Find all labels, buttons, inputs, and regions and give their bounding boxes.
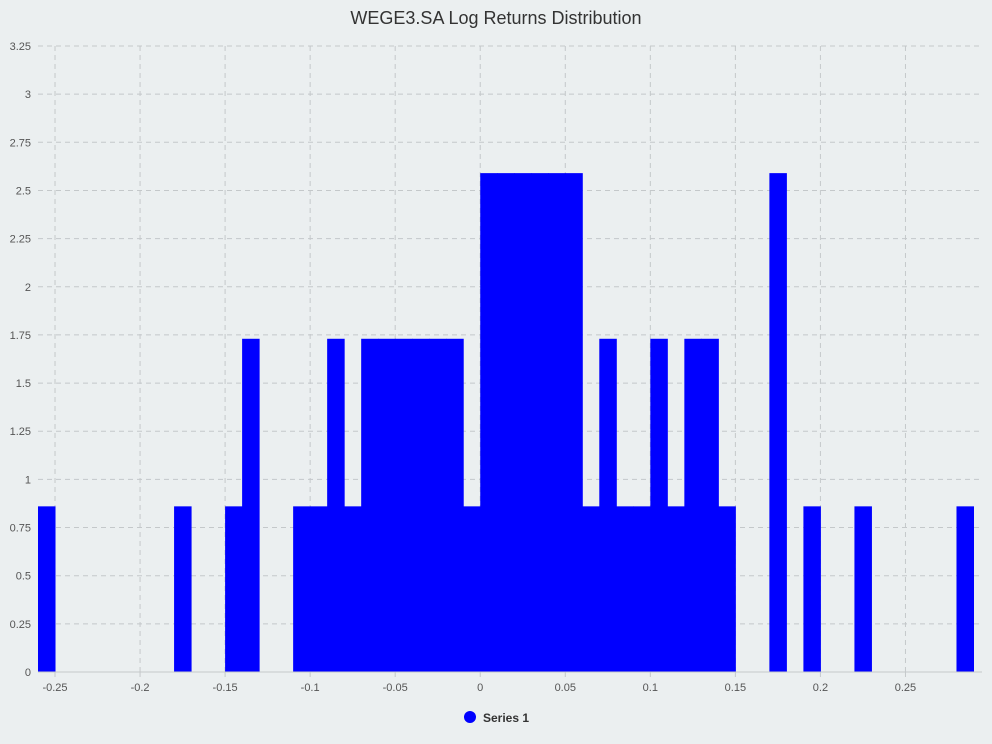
x-tick-label: -0.2	[131, 682, 150, 694]
histogram-bar[interactable]	[293, 506, 311, 672]
x-tick-label: -0.25	[42, 682, 67, 694]
histogram-bar[interactable]	[854, 506, 872, 672]
y-tick-label: 2.5	[16, 185, 31, 197]
histogram-bar[interactable]	[718, 506, 736, 672]
histogram-bar[interactable]	[344, 506, 362, 672]
histogram-bar[interactable]	[514, 173, 532, 672]
y-tick-label: 1.25	[10, 426, 31, 438]
x-tick-label: 0	[477, 682, 483, 694]
axes: 0 0.25 0.5 0.75 1 1.25 1.5 1.75 2 2.25 2.5 2.75 3 3.2…	[10, 41, 982, 694]
histogram-bar[interactable]	[242, 338, 260, 672]
y-tick-label: 2.75	[10, 137, 31, 149]
legend[interactable]: Series 1	[464, 711, 529, 725]
y-tick-label: 0.75	[10, 523, 31, 535]
legend-marker-icon[interactable]	[464, 711, 476, 723]
y-tick-label: 3	[25, 89, 31, 101]
legend-label[interactable]: Series 1	[483, 711, 529, 725]
y-tick-label: 2	[25, 282, 31, 294]
x-tick-label: 0.25	[895, 682, 916, 694]
x-tick-label: 0.15	[725, 682, 746, 694]
y-tick-label: 1.75	[10, 330, 31, 342]
histogram-bar[interactable]	[310, 506, 328, 672]
y-tick-label: 2.25	[10, 234, 31, 246]
histogram-bar[interactable]	[361, 338, 379, 672]
histogram-bar[interactable]	[429, 338, 447, 672]
histogram-bar[interactable]	[633, 506, 651, 672]
y-tick-label: 1.5	[16, 378, 31, 390]
x-tick-label: 0.05	[555, 682, 576, 694]
histogram-bar[interactable]	[701, 338, 719, 672]
histogram-bar[interactable]	[174, 506, 192, 672]
histogram-bar[interactable]	[803, 506, 821, 672]
histogram-bar[interactable]	[650, 338, 668, 672]
histogram-bar[interactable]	[616, 506, 634, 672]
x-tick-label: 0.1	[643, 682, 658, 694]
histogram-bar[interactable]	[412, 338, 430, 672]
histogram-bar[interactable]	[582, 506, 600, 672]
histogram-bar[interactable]	[565, 173, 583, 672]
histogram-bar[interactable]	[548, 173, 566, 672]
histogram-bar[interactable]	[667, 506, 685, 672]
histogram-bar[interactable]	[497, 173, 515, 672]
y-tick-label: 0	[25, 667, 31, 679]
histogram-bar[interactable]	[38, 506, 56, 672]
y-tick-label: 0.5	[16, 571, 31, 583]
histogram-bar[interactable]	[378, 338, 396, 672]
histogram-bar[interactable]	[956, 506, 974, 672]
x-tick-label: -0.05	[383, 682, 408, 694]
x-tick-label: -0.15	[213, 682, 238, 694]
histogram-bar[interactable]	[225, 506, 243, 672]
y-tick-label: 3.25	[10, 41, 31, 53]
x-tick-label: -0.1	[301, 682, 320, 694]
y-tick-label: 0.25	[10, 619, 31, 631]
histogram-bar[interactable]	[327, 338, 345, 672]
histogram-bar[interactable]	[599, 338, 617, 672]
chart-title: WEGE3.SA Log Returns Distribution	[350, 8, 641, 28]
histogram-bar[interactable]	[480, 173, 498, 672]
histogram-bar[interactable]	[463, 506, 481, 672]
x-tick-label: 0.2	[813, 682, 828, 694]
histogram-bar[interactable]	[531, 173, 549, 672]
histogram-bar[interactable]	[395, 338, 413, 672]
histogram-bar[interactable]	[769, 173, 787, 672]
histogram-bar[interactable]	[684, 338, 702, 672]
y-tick-label: 1	[25, 474, 31, 486]
histogram-bar[interactable]	[446, 338, 464, 672]
histogram-bars	[38, 173, 974, 672]
